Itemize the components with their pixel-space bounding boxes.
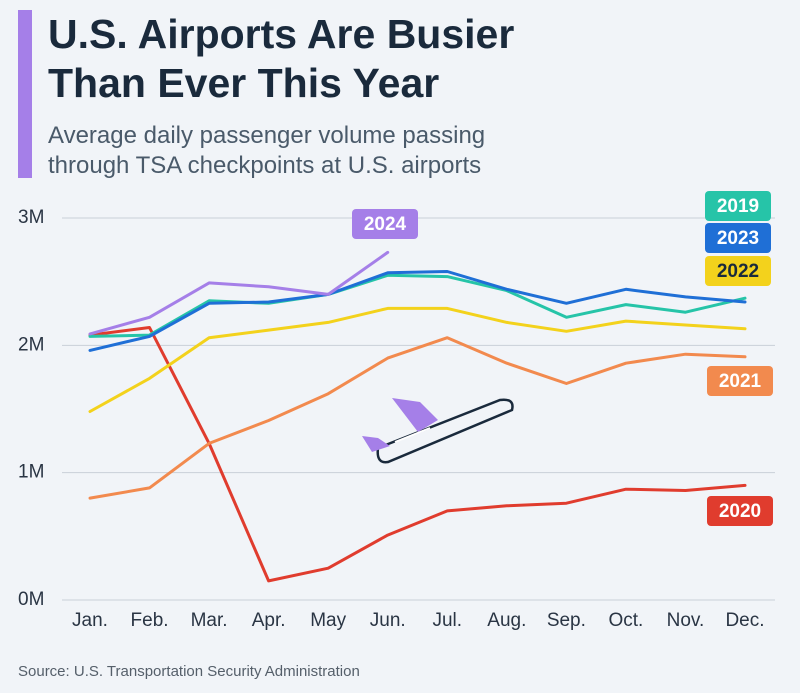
series-line <box>88 336 747 500</box>
badge-bg <box>705 223 771 253</box>
x-tick-label: Jun. <box>370 610 406 631</box>
series-line <box>88 250 390 336</box>
x-tick-label: Sep. <box>547 610 586 631</box>
legend-badge: 2019 <box>705 191 771 221</box>
series-line <box>88 273 747 338</box>
x-tick-label: Mar. <box>191 610 228 631</box>
legend-label: 2020 <box>719 501 761 522</box>
legend-label: 2019 <box>717 196 759 217</box>
series-line <box>88 326 747 583</box>
y-tick-label: 1M <box>18 462 44 483</box>
legend-label: 2024 <box>364 214 407 235</box>
legend-badge: 2020 <box>707 496 773 526</box>
chart-subtitle: Average daily passenger volume passing <box>48 122 485 149</box>
legend-badge: 2021 <box>707 366 773 396</box>
x-tick-label: Feb. <box>131 610 169 631</box>
y-tick-label: 2M <box>18 334 44 355</box>
legend-label: 2023 <box>717 228 759 249</box>
x-tick-label: Jan. <box>72 610 108 631</box>
badge-bg <box>707 366 773 396</box>
y-tick-label: 0M <box>18 589 44 610</box>
legend-badge: 2023 <box>705 223 771 253</box>
badge-bg <box>705 191 771 221</box>
accent-bar <box>18 10 32 178</box>
legend-label: 2022 <box>717 261 759 282</box>
x-tick-label: Jul. <box>432 610 462 631</box>
legend-badge: 2024 <box>352 209 418 239</box>
legend-badge: 2022 <box>705 256 771 286</box>
badge-bg <box>707 496 773 526</box>
x-tick-label: Dec. <box>725 610 764 631</box>
plane-icon <box>362 398 514 464</box>
legend-label: 2021 <box>719 371 762 392</box>
series-line <box>88 270 747 352</box>
x-tick-label: Aug. <box>487 610 526 631</box>
chart-title: U.S. Airports Are Busier <box>48 11 514 57</box>
badge-bg <box>352 209 418 239</box>
x-tick-label: Apr. <box>252 610 286 631</box>
chart-subtitle: through TSA checkpoints at U.S. airports <box>48 152 481 179</box>
x-tick-label: Oct. <box>608 610 643 631</box>
source: Source: U.S. Transportation Security Adm… <box>18 663 360 680</box>
series-line <box>88 306 747 413</box>
y-tick-label: 3M <box>18 207 44 228</box>
badge-bg <box>705 256 771 286</box>
x-tick-label: Nov. <box>667 610 705 631</box>
chart-title: Than Ever This Year <box>48 60 439 106</box>
x-tick-label: May <box>310 610 346 631</box>
